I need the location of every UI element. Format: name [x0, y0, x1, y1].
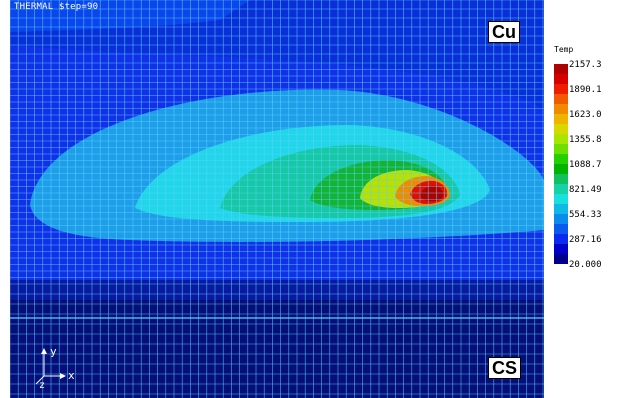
legend-tick-label: 1088.7 — [569, 160, 602, 170]
z-axis-arrow-icon — [35, 375, 45, 385]
legend-color-swatch — [554, 204, 568, 215]
legend-color-swatch — [554, 84, 568, 95]
legend-color-swatch — [554, 224, 568, 235]
temperature-contour-plot — [10, 0, 544, 398]
legend-color-swatch — [554, 214, 568, 225]
upper-cool-band — [10, 0, 544, 110]
legend-color-swatch — [554, 254, 568, 264]
legend-color-swatch — [554, 94, 568, 105]
legend-tick-label: 1623.0 — [569, 110, 602, 120]
legend-tick-label: 287.16 — [569, 235, 602, 245]
legend-tick-label: 20.000 — [569, 260, 602, 270]
x-axis-label: x — [68, 369, 75, 382]
legend-color-swatch — [554, 234, 568, 245]
legend-color-swatch — [554, 184, 568, 195]
legend-color-swatch — [554, 124, 568, 135]
peak-core — [420, 185, 444, 202]
legend-color-swatch — [554, 74, 568, 85]
axis-triad-icon: y x z — [24, 340, 84, 391]
contour-viewport[interactable]: THERMAL $tep=90 Cu CS y x z — [10, 0, 544, 398]
legend-tick-label: 821.49 — [569, 185, 602, 195]
y-axis-label: y — [50, 345, 57, 358]
material-label-bottom: CS — [488, 357, 522, 379]
legend-color-swatch — [554, 164, 568, 175]
temperature-contour-bands — [10, 0, 544, 398]
z-axis-label: z — [39, 380, 45, 390]
legend-color-swatch — [554, 174, 568, 185]
legend-color-swatch — [554, 114, 568, 125]
legend-color-swatch — [554, 194, 568, 205]
analysis-step-title: THERMAL $tep=90 — [14, 2, 99, 12]
legend-tick-label: 2157.3 — [569, 60, 602, 70]
legend-color-swatch — [554, 154, 568, 165]
temperature-legend: Temp 2157.3 1890.1 1623.0 1355.8 1088.7 … — [548, 40, 626, 280]
legend-color-bar — [554, 64, 568, 264]
legend-tick-label: 1355.8 — [569, 135, 602, 145]
legend-color-swatch — [554, 104, 568, 115]
legend-tick-label: 1890.1 — [569, 85, 602, 95]
legend-title: Temp — [554, 45, 574, 54]
legend-color-swatch — [554, 244, 568, 255]
lower-deep-band — [10, 300, 544, 398]
fe-mesh-grid — [10, 0, 544, 398]
legend-tick-label: 554.33 — [569, 210, 602, 220]
legend-color-swatch — [554, 134, 568, 145]
legend-color-swatch — [554, 144, 568, 155]
upper-left-band — [10, 0, 250, 32]
material-label-top: Cu — [488, 21, 520, 43]
legend-color-swatch — [554, 64, 568, 75]
